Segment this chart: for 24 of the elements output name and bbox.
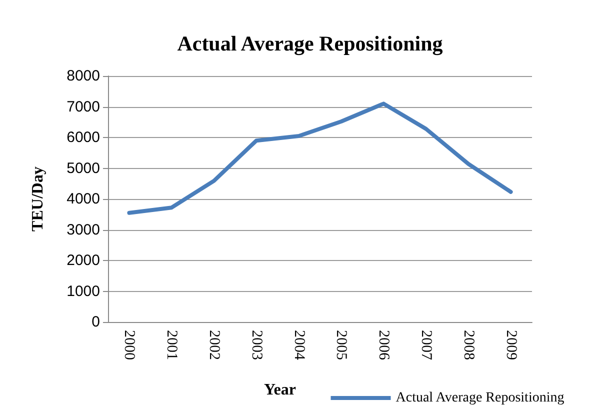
y-tick-label: 3000 <box>66 221 100 238</box>
x-tick-label: 2002 <box>206 330 222 360</box>
x-tick-label: 2003 <box>248 330 264 360</box>
y-tick-label: 2000 <box>66 252 100 269</box>
chart-title: Actual Average Repositioning <box>177 32 444 56</box>
x-axis-title: Year <box>264 382 296 398</box>
x-tick-label: 2007 <box>418 330 434 360</box>
x-tick-label: 2008 <box>460 330 476 360</box>
x-tick-label: 2006 <box>376 330 392 360</box>
y-axis-title: TEU/Day <box>30 166 46 232</box>
x-tick-label: 2004 <box>290 330 307 360</box>
x-tick-label: 2001 <box>164 330 180 360</box>
x-tick-label: 2000 <box>121 330 138 360</box>
y-tick-label: 0 <box>92 314 100 330</box>
y-tick-label: 4000 <box>66 190 100 208</box>
legend-label: Actual Average Repositioning <box>396 390 564 406</box>
y-tick-label: 6000 <box>66 129 100 146</box>
x-tick-label: 2009 <box>502 330 519 360</box>
y-tick-label: 1000 <box>66 282 100 300</box>
y-tick-label: 8000 <box>66 68 100 84</box>
y-tick-label: 5000 <box>66 160 100 177</box>
y-tick-label: 7000 <box>66 98 100 116</box>
line-series <box>127 102 513 215</box>
x-tick-label: 2005 <box>333 330 350 360</box>
